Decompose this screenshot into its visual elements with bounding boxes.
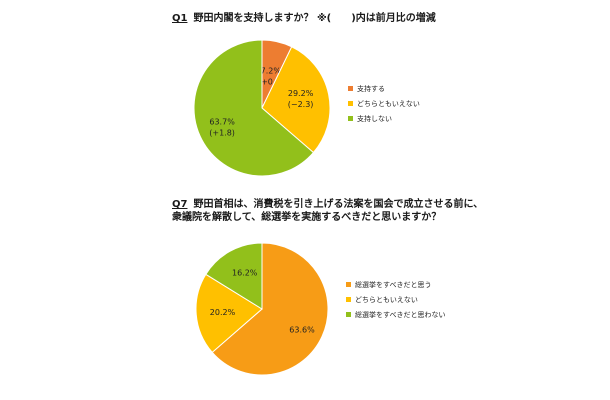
pie1-slice-1 [261,46,331,154]
pie2-slice-0 [211,242,329,376]
pie2-slice-1-value-label: 20.2% [210,308,236,317]
pie1-legend-label-1: どちらともいえない [357,100,420,108]
pie1-legend-swatch-0 [348,86,353,91]
pie2-slice-2-value-label: 16.2% [232,268,258,277]
pie-chart-q7: 63.6% 総選挙をすべきだと思う 20.2% どちらともいえない 16.2% 総選挙をす… [195,242,446,376]
pie2-legend-swatch-2 [346,312,351,317]
pie1-slice-1-change-label: (−2.3) [288,100,314,109]
pie1-slice-2 [193,39,315,177]
pie2-legend-label-2: 総選挙をすべきだと思わない [355,310,446,319]
q1-question-text: 野田内閣を支持しますか？ ※( )内は前月比の増減 [193,13,436,24]
q7-number: Q7 [172,199,188,210]
pie2-slice-1 [195,273,263,354]
pie2-legend-swatch-1 [346,297,351,302]
pie2-legend-label-0: 総選挙をすべきだと思う [355,280,432,289]
pie1-slice-0-value-label: 7.2% [261,67,282,76]
pie2-slice-2 [205,242,263,310]
pie1-legend-label-2: 支持しない [357,114,392,123]
pie1-legend-swatch-2 [348,116,353,121]
pie2-slice-0-value-label: 63.6% [289,325,315,334]
pie1-slice-2-value-label: 63.7% [209,117,235,126]
pie1-legend-label-0: 支持する [357,84,385,93]
pie-chart-q1: 7.2% (+0.6) 支持する 29.2% (−2.3) どちらともいえない 63.7% (… [193,39,420,177]
pie1-slice-0-change-label: (+0.6) [258,78,284,87]
pie2-legend-label-1: どちらともいえない [355,296,418,304]
q7-question-line2: 衆議院を解散して、総選挙を実施するべきだと思いますか？ [172,212,442,223]
pie1-slice-1-value-label: 29.2% [288,89,314,98]
q1-question-title: Q1 野田内閣を支持しますか？ ※( )内は前月比の増減 [172,12,436,25]
pie2-legend-swatch-0 [346,282,351,287]
pie1-slice-2-change-label: (+1.8) [209,128,235,137]
q1-number: Q1 [172,13,188,24]
q7-question-title: Q7 野田首相は、消費税を引き上げる法案を国会で成立させる前に、 衆議院を解散して… [172,198,483,224]
pie1-legend-swatch-1 [348,101,353,106]
q7-question-line1: Q7 野田首相は、消費税を引き上げる法案を国会で成立させる前に、 [172,199,484,210]
